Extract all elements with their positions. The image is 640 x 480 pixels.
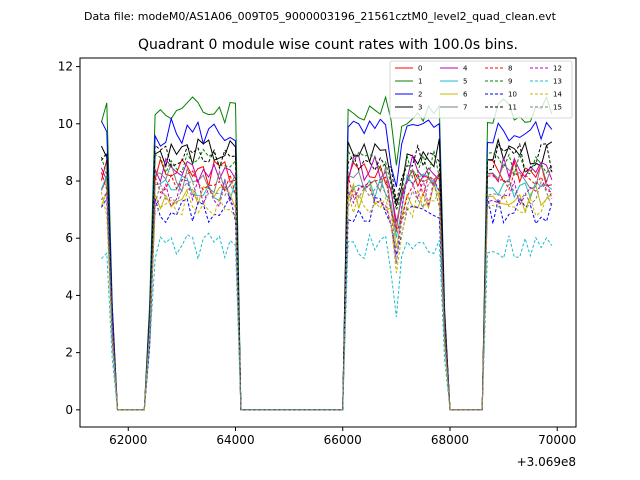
x-tick-label: 68000 — [431, 433, 469, 447]
legend-label-3: 3 — [418, 104, 422, 112]
legend-label-2: 2 — [418, 91, 422, 99]
y-tick-label: 2 — [65, 346, 73, 360]
plot-frame — [79, 57, 577, 428]
x-axis: 62000 64000 66000 68000 70000 — [109, 427, 576, 447]
plot-lines — [100, 95, 553, 411]
legend-box — [389, 60, 573, 119]
legend-label-0: 0 — [418, 65, 422, 73]
legend-label-1: 1 — [418, 78, 422, 86]
legend-label-7: 7 — [463, 104, 467, 112]
y-axis: 0 2 4 6 8 10 12 — [58, 60, 80, 417]
series-line-15 — [101, 180, 553, 411]
y-tick-label: 10 — [58, 117, 73, 131]
legend-label-14: 14 — [553, 91, 562, 99]
legend-label-5: 5 — [463, 78, 467, 86]
legend-label-15: 15 — [553, 104, 562, 112]
legend-label-13: 13 — [553, 78, 562, 86]
x-tick-label: 64000 — [216, 433, 254, 447]
y-tick-label: 12 — [58, 60, 73, 74]
series-line-2 — [100, 116, 553, 411]
x-offset-label: +3.069e8 — [517, 455, 576, 469]
legend-label-8: 8 — [508, 65, 512, 73]
legend-label-11: 11 — [508, 104, 517, 112]
y-tick-label: 0 — [65, 403, 73, 417]
y-tick-label: 8 — [65, 174, 73, 188]
x-tick-label: 66000 — [324, 433, 362, 447]
y-tick-label: 4 — [65, 288, 73, 302]
x-tick-label: 70000 — [538, 433, 576, 447]
chart-title: Quadrant 0 module wise count rates with … — [138, 37, 518, 53]
legend-label-10: 10 — [508, 91, 517, 99]
series-line-1 — [100, 95, 553, 411]
y-tick-label: 6 — [65, 231, 73, 245]
legend-label-4: 4 — [463, 65, 468, 73]
figure-suptitle: Data file: modeM0/AS1A06_009T05_90000031… — [84, 10, 557, 23]
legend-label-9: 9 — [508, 78, 512, 86]
x-tick-label: 62000 — [109, 433, 147, 447]
legend-label-6: 6 — [463, 91, 468, 99]
legend-label-12: 12 — [553, 65, 562, 73]
